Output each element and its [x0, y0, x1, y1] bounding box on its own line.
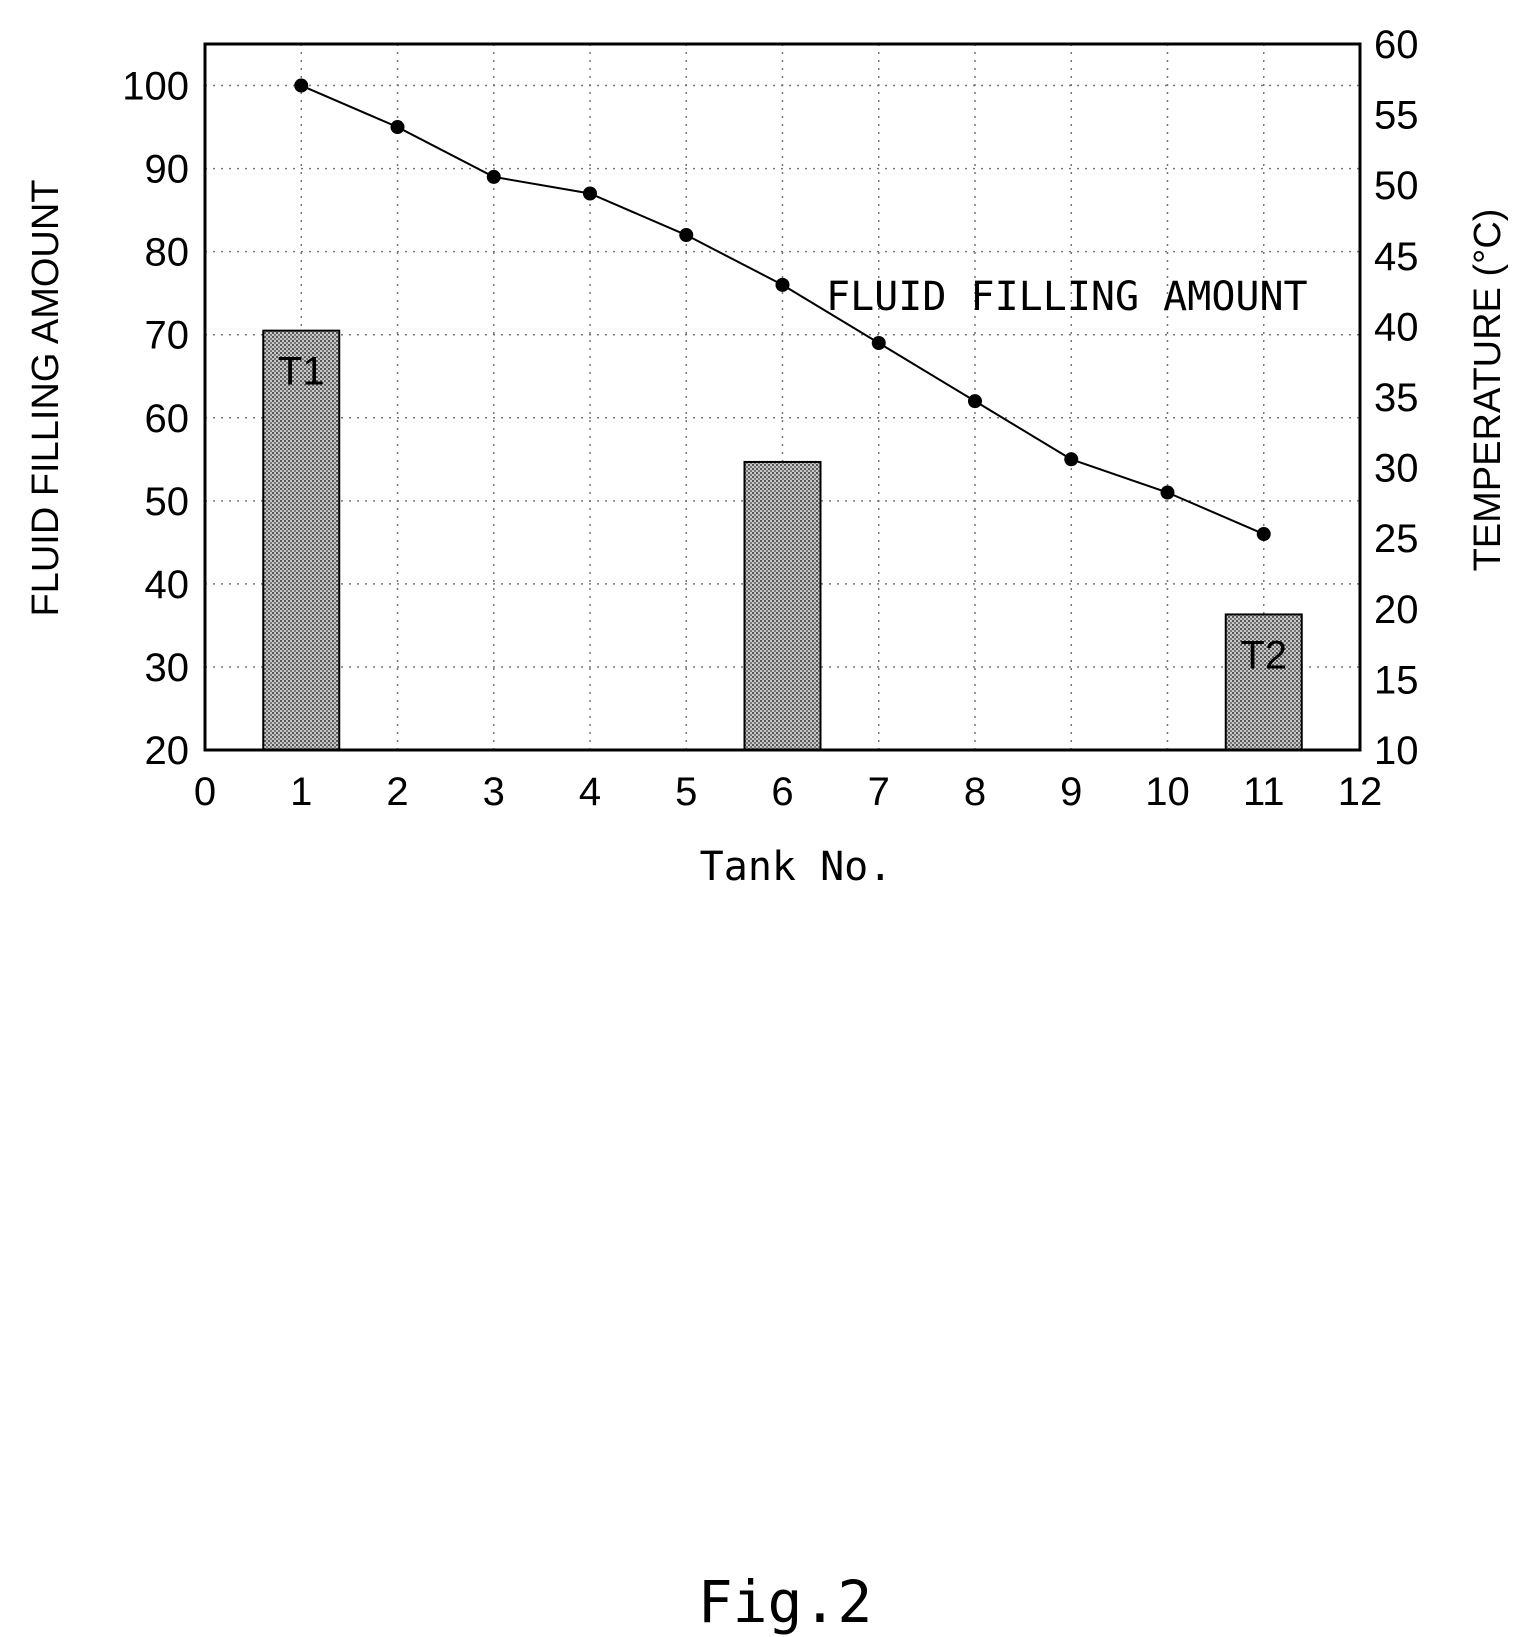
- x-tick-label: 3: [483, 770, 505, 814]
- y-left-tick-label: 80: [145, 231, 190, 275]
- plot-frame: [203, 42, 1362, 752]
- y-left-tick-label: 60: [145, 397, 190, 441]
- x-tick-label: 5: [675, 770, 697, 814]
- x-tick-label: 1: [290, 770, 312, 814]
- series-point: [583, 186, 597, 201]
- x-tick-label: 12: [1338, 770, 1383, 814]
- y-right-tick-label: 30: [1374, 447, 1419, 491]
- x-tick-label: 10: [1145, 770, 1190, 814]
- y-left-tick-label: 40: [145, 563, 190, 607]
- y-right-tick-label: 20: [1374, 588, 1419, 632]
- series-point: [968, 394, 982, 409]
- x-tick-label: 6: [771, 770, 793, 814]
- x-tick-label: 2: [386, 770, 408, 814]
- series-point: [1160, 485, 1175, 500]
- y-right-tick-label: 45: [1374, 235, 1419, 279]
- y-right-tick-label: 10: [1374, 729, 1419, 773]
- y-right-tick-labels: 10 15 20 25 30 35 40 45 50 55 60: [1374, 23, 1419, 773]
- y-right-tick-label: 40: [1374, 305, 1419, 349]
- y-left-tick-label: 90: [145, 148, 190, 192]
- series-point: [486, 169, 501, 184]
- bars: T1 T2: [262, 329, 1303, 751]
- series-point: [390, 120, 405, 135]
- x-tick-label: 4: [579, 770, 601, 814]
- series-point: [294, 78, 309, 93]
- y-left-tick-label: 30: [145, 646, 190, 690]
- bar-label: T2: [1240, 633, 1287, 677]
- y-left-tick-labels: 20 30 40 50 60 70 80 90 100: [122, 65, 189, 773]
- x-tick-labels: 0 1 2 3 4 5 6 7 8 9 10 11 12: [194, 770, 1382, 814]
- figure-caption: Fig.2: [698, 1568, 873, 1636]
- y-right-tick-label: 35: [1374, 376, 1419, 420]
- y-right-tick-label: 15: [1374, 658, 1419, 702]
- bar: [743, 460, 822, 751]
- x-tick-label: 0: [194, 770, 216, 814]
- annotation-label: FLUID FILLING AMOUNT: [826, 274, 1308, 320]
- y-right-tick-label: 50: [1374, 164, 1419, 208]
- bar-label: T1: [278, 350, 325, 394]
- y-left-axis-label: FLUID FILLING AMOUNT: [25, 179, 67, 616]
- series-point: [871, 336, 886, 351]
- x-tick-label: 9: [1060, 770, 1082, 814]
- y-right-axis-label: TEMPERATURE (°C): [1467, 209, 1509, 572]
- series-point: [679, 228, 694, 243]
- y-left-tick-label: 100: [122, 65, 189, 109]
- line-series: [294, 78, 1271, 542]
- y-left-tick-label: 20: [145, 729, 190, 773]
- y-right-tick-label: 60: [1374, 23, 1419, 67]
- y-left-tick-label: 70: [145, 314, 190, 358]
- x-tick-label: 8: [964, 770, 986, 814]
- x-tick-label: 11: [1243, 770, 1285, 814]
- x-axis-label: Tank No.: [700, 844, 893, 890]
- bar: [262, 329, 341, 751]
- y-right-tick-label: 55: [1374, 94, 1419, 138]
- y-right-tick-label: 25: [1374, 517, 1419, 561]
- series-point: [1064, 452, 1079, 467]
- series-point: [1256, 527, 1271, 542]
- y-left-tick-label: 50: [145, 480, 190, 524]
- x-tick-label: 7: [868, 770, 890, 814]
- series-point: [775, 277, 790, 292]
